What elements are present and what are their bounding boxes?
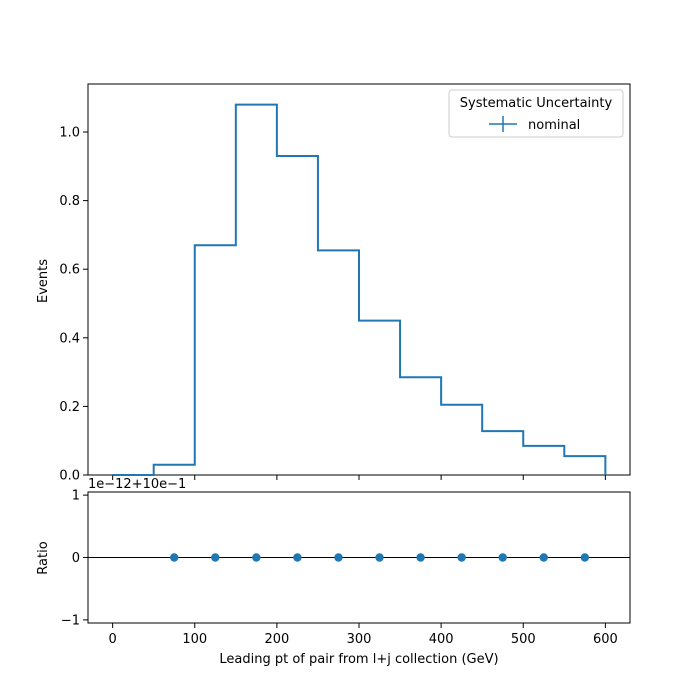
ratio-x-ticks: 0 100 200 300 400 500 600	[108, 623, 618, 647]
main-y-tick-label: 0.6	[59, 263, 80, 278]
main-y-tick-label: 0.8	[59, 194, 80, 209]
ratio-point	[293, 553, 302, 562]
ratio-x-tick-label: 400	[429, 632, 454, 647]
ratio-point	[252, 553, 261, 562]
legend-title: Systematic Uncertainty	[460, 96, 613, 111]
ratio-point	[211, 553, 220, 562]
ratio-y-tick-label: 1	[72, 489, 80, 504]
legend-entry-nominal: nominal	[528, 118, 580, 133]
main-y-axis-label: Events	[36, 259, 51, 303]
main-x-ticks	[112, 475, 606, 480]
ratio-x-tick-label: 600	[593, 632, 618, 647]
histogram-step-line	[112, 103, 607, 476]
ratio-panel: −1 0 1 0 100 200 300 400 500 600 1e−12+10e−1 Rat…	[36, 477, 631, 667]
ratio-x-tick-label: 300	[347, 632, 372, 647]
ratio-offset-text: 1e−12+10e−1	[88, 477, 186, 492]
ratio-points	[170, 553, 590, 562]
main-y-tick-label: 0.2	[59, 400, 80, 415]
main-y-tick-label: 0.4	[59, 331, 80, 346]
ratio-point	[498, 553, 507, 562]
ratio-x-tick-label: 500	[511, 632, 536, 647]
ratio-x-tick-label: 200	[264, 632, 289, 647]
ratio-x-tick-label: 0	[108, 632, 116, 647]
main-panel: 0.0 0.2 0.4 0.6 0.8 1.0 Events Systematic Unc…	[36, 83, 631, 484]
ratio-point	[457, 553, 466, 562]
ratio-point	[580, 553, 590, 562]
legend: Systematic Uncertainty nominal	[448, 89, 624, 138]
ratio-point	[375, 553, 384, 562]
main-y-ticks: 0.0 0.2 0.4 0.6 0.8 1.0	[59, 126, 88, 484]
main-y-tick-label: 0.0	[59, 469, 80, 484]
ratio-y-tick-label: 0	[72, 551, 80, 566]
x-axis-label: Leading pt of pair from l+j collection (…	[219, 652, 498, 667]
ratio-point	[334, 553, 343, 562]
ratio-x-tick-label: 100	[182, 632, 207, 647]
ratio-point	[416, 553, 425, 562]
ratio-y-axis-label: Ratio	[36, 541, 51, 574]
main-y-tick-label: 1.0	[59, 126, 80, 141]
ratio-y-tick-label: −1	[61, 613, 80, 628]
legend-frame	[448, 89, 624, 138]
ratio-y-ticks: −1 0 1	[61, 489, 88, 628]
ratio-point	[539, 553, 548, 562]
ratio-point	[170, 553, 179, 562]
